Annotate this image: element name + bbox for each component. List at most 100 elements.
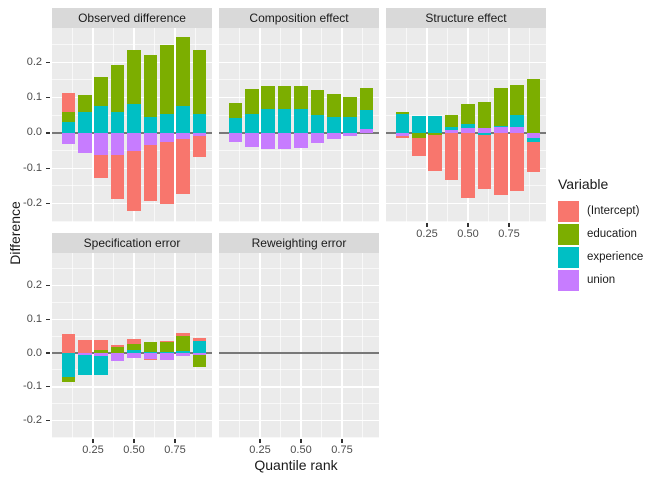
x-tick-label: 0.25 — [82, 444, 104, 456]
bar-segment-union — [160, 353, 174, 360]
y-axis-tick — [46, 352, 50, 354]
x-tick-label: 0.75 — [498, 228, 520, 240]
bar-segment-union — [395, 132, 410, 136]
bar-segment-experience — [294, 108, 308, 133]
bar-segment-experience — [327, 117, 341, 133]
facet-strip-label: Composition effect — [249, 11, 349, 25]
gridline-y-major — [52, 284, 212, 287]
bar-segment-union — [277, 132, 292, 150]
gridline-x-major — [174, 253, 176, 438]
legend-swatch — [558, 201, 579, 222]
bar-segment-Intercept — [176, 138, 190, 195]
bar-segment-education — [192, 50, 207, 114]
legend-item-experience: experience — [558, 247, 670, 268]
gridline-x-minor — [280, 253, 281, 438]
bar-segment-union — [192, 132, 207, 137]
gridline-y-major — [219, 419, 379, 422]
bar-segment-education — [310, 90, 325, 116]
x-axis-tick — [341, 439, 343, 443]
gridline-x-major — [92, 253, 94, 438]
bar-segment-union — [192, 353, 207, 356]
legend-item-label: (Intercept) — [587, 204, 640, 217]
legend-item-label: experience — [587, 250, 644, 263]
y-axis-tick — [46, 132, 50, 134]
bar-segment-experience — [176, 351, 190, 354]
gridline-y-minor — [52, 369, 212, 371]
bar-segment-union — [327, 132, 341, 139]
bar-segment-education — [176, 36, 190, 107]
bar-segment-education — [343, 97, 357, 118]
gridline-y-minor — [52, 220, 212, 222]
bar-segment-education — [160, 45, 174, 114]
gridline-x-major — [426, 28, 428, 222]
bar-segment-education — [110, 347, 125, 354]
x-axis-tick — [133, 439, 135, 443]
y-tick-label: 0.1 — [26, 312, 42, 325]
bar-segment-Intercept — [160, 340, 174, 342]
gridline-y-major — [52, 386, 212, 388]
x-tick-label: 0.50 — [457, 228, 479, 240]
bar-segment-Intercept — [494, 132, 508, 195]
bar-segment-education — [327, 94, 341, 118]
bar-segment-Intercept — [412, 137, 426, 157]
bar-segment-education — [245, 89, 259, 114]
gridline-y-major — [219, 284, 379, 287]
gridline-x-major — [92, 28, 94, 222]
bar-segment-union — [228, 132, 243, 142]
legend-item-label: education — [587, 227, 637, 240]
legend-item-intercept: (Intercept) — [558, 201, 670, 222]
x-axis-tick — [467, 223, 469, 227]
gridline-y-major — [386, 96, 546, 99]
x-tick-label: 0.25 — [416, 228, 438, 240]
bar-segment-experience — [78, 355, 92, 375]
bar-segment-education — [461, 103, 475, 125]
gridline-y-minor — [219, 44, 379, 46]
bar-segment-experience — [176, 106, 190, 133]
y-tick-label: 0.0 — [26, 346, 42, 359]
bar-segment-union — [526, 132, 541, 138]
x-tick-label: 0.50 — [290, 444, 312, 456]
y-axis-tick — [46, 97, 50, 99]
bar-segment-experience — [94, 356, 108, 375]
bar-segment-education — [228, 103, 243, 119]
bar-segment-experience — [461, 124, 475, 129]
y-axis-tick — [46, 419, 50, 422]
gridline-y-major — [386, 61, 546, 64]
bar-segment-experience — [78, 112, 92, 133]
facet-panel-specification-error — [52, 253, 212, 438]
bar-segment-Intercept — [110, 155, 125, 200]
gridline-y-minor — [219, 335, 379, 337]
facet-strip-label: Structure effect — [425, 11, 507, 25]
gridline-x-minor — [239, 253, 240, 438]
gridline-y-minor — [219, 436, 379, 438]
bar-segment-experience — [192, 341, 207, 354]
facet-panel-observed-difference — [52, 28, 212, 222]
bar-segment-experience — [127, 350, 141, 354]
bar-segment-experience — [160, 352, 174, 354]
zero-line — [219, 352, 379, 355]
bar-segment-Intercept — [461, 132, 475, 199]
bar-segment-education — [277, 85, 292, 109]
gridline-y-major — [219, 386, 379, 388]
gridline-y-major — [219, 202, 379, 205]
legend-title: Variable — [558, 176, 609, 192]
bar-segment-education — [261, 85, 275, 109]
bar-segment-union — [510, 126, 524, 133]
bar-segment-union — [477, 128, 492, 133]
bar-segment-experience — [127, 104, 141, 133]
bar-segment-union — [359, 129, 374, 133]
facet-strip-specification-error: Specification error — [52, 233, 212, 253]
gridline-x-major — [259, 253, 261, 438]
bar-segment-experience — [412, 116, 426, 133]
bar-segment-experience — [110, 111, 125, 133]
facet-strip-label: Specification error — [83, 236, 181, 250]
bar-segment-Intercept — [127, 339, 141, 345]
bar-segment-education — [127, 344, 141, 351]
bar-segment-experience — [228, 118, 243, 133]
bar-segment-experience — [395, 113, 410, 133]
y-axis-tick — [46, 285, 50, 287]
facet-strip-observed-difference: Observed difference — [52, 8, 212, 28]
bar-segment-experience — [245, 113, 259, 133]
gridline-y-minor — [52, 335, 212, 337]
